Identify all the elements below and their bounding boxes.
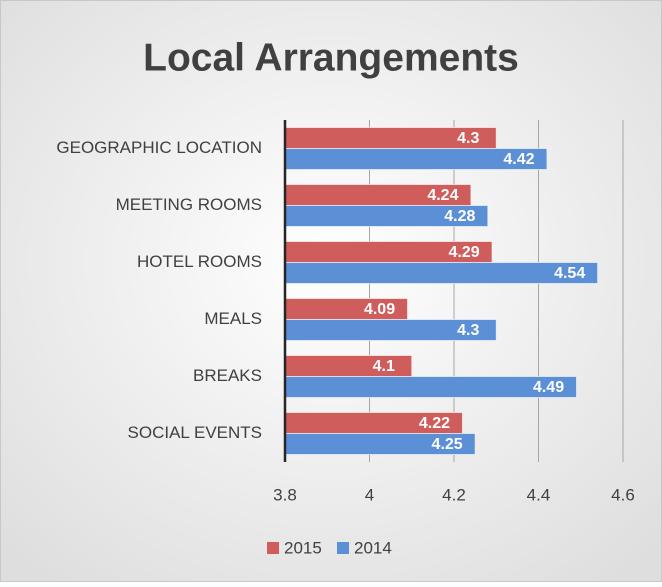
value-label: 4.3 bbox=[457, 130, 479, 147]
x-tick-label: 4.4 bbox=[527, 485, 551, 504]
x-tick-label: 3.8 bbox=[273, 485, 297, 504]
legend-swatch bbox=[337, 542, 349, 554]
legend-label: 2015 bbox=[284, 538, 322, 557]
legend-swatch bbox=[267, 542, 279, 554]
x-tick-label: 4 bbox=[365, 485, 374, 504]
value-label: 4.1 bbox=[373, 358, 395, 375]
y-tick-label: MEALS bbox=[204, 309, 262, 328]
bar bbox=[284, 262, 599, 284]
y-tick-label: BREAKS bbox=[193, 366, 262, 385]
x-tick-label: 4.6 bbox=[611, 485, 635, 504]
value-label: 4.28 bbox=[444, 208, 475, 225]
chart-title: Local Arrangements bbox=[143, 36, 519, 79]
value-label: 4.24 bbox=[427, 187, 458, 204]
value-label: 4.42 bbox=[503, 151, 534, 168]
value-label: 4.3 bbox=[457, 322, 479, 339]
legend-label: 2014 bbox=[354, 538, 392, 557]
y-tick-label: SOCIAL EVENTS bbox=[128, 423, 262, 442]
value-label: 4.54 bbox=[554, 265, 585, 282]
value-label: 4.22 bbox=[419, 415, 450, 432]
value-label: 4.09 bbox=[364, 301, 395, 318]
x-tick-label: 4.2 bbox=[442, 485, 466, 504]
y-tick-label: HOTEL ROOMS bbox=[137, 252, 262, 271]
y-tick-label: GEOGRAPHIC LOCATION bbox=[56, 138, 262, 157]
value-label: 4.49 bbox=[533, 379, 564, 396]
value-label: 4.29 bbox=[448, 244, 479, 261]
value-label: 4.25 bbox=[432, 436, 463, 453]
y-tick-label: MEETING ROOMS bbox=[116, 195, 262, 214]
